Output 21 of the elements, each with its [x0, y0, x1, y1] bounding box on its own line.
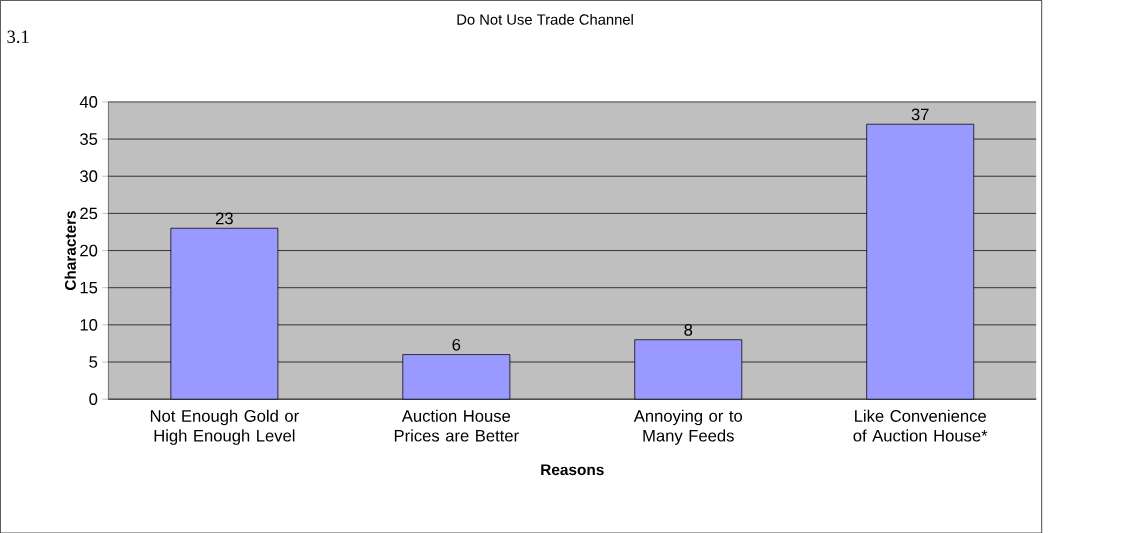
- y-tick-label: 10: [80, 318, 98, 331]
- data-label: 6: [452, 338, 461, 351]
- y-axis-title: Characters: [64, 210, 76, 290]
- y-tick-label: 5: [89, 356, 98, 368]
- x-axis-title: Reasons: [541, 464, 604, 475]
- chart-title: Do Not Use Trade Channel: [457, 13, 633, 25]
- y-tick-label: 25: [80, 207, 98, 220]
- x-tick-label: Not Enough Gold or High Enough Level: [150, 409, 299, 445]
- y-tick-label: 15: [80, 281, 98, 294]
- x-tick-label: Auction House Prices are Better: [394, 409, 519, 442]
- y-tick-label: 0: [89, 393, 98, 405]
- data-label: 23: [215, 212, 233, 225]
- y-tick-label: 20: [80, 244, 98, 257]
- y-tick-label: 35: [80, 132, 98, 145]
- x-tick-label: Like Convenience of Auction House*: [853, 409, 988, 442]
- data-label: 37: [911, 108, 929, 121]
- y-tick-label: 30: [80, 170, 98, 182]
- data-label: 8: [684, 323, 693, 336]
- y-tick-label: 40: [79, 95, 98, 108]
- x-tick-label: Annoying or to Many Feeds: [633, 409, 743, 445]
- text: 3.1: [7, 30, 29, 43]
